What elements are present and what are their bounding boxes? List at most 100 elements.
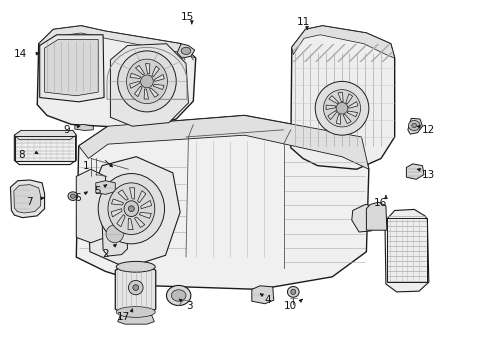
Ellipse shape [287,287,299,297]
Text: 2: 2 [102,248,109,258]
Bar [293,44,392,62]
Polygon shape [407,118,422,134]
Polygon shape [75,125,93,131]
Ellipse shape [133,285,139,291]
Text: 4: 4 [264,295,271,305]
Ellipse shape [323,90,360,127]
Polygon shape [129,81,139,88]
Ellipse shape [68,192,78,201]
Text: 14: 14 [14,49,27,59]
Text: 1: 1 [82,161,89,171]
Ellipse shape [290,289,295,294]
Text: 16: 16 [373,198,386,208]
Ellipse shape [116,307,155,318]
Polygon shape [76,116,368,289]
Polygon shape [141,201,151,209]
Polygon shape [117,215,125,227]
Polygon shape [154,75,164,81]
Polygon shape [39,26,195,58]
Ellipse shape [108,183,155,234]
Polygon shape [14,131,76,139]
Polygon shape [384,210,428,292]
Text: 8: 8 [18,150,24,160]
Polygon shape [251,286,273,304]
Text: 6: 6 [74,193,81,203]
Polygon shape [118,190,128,200]
Polygon shape [135,66,144,75]
Text: 3: 3 [186,301,193,311]
Text: 12: 12 [421,125,434,135]
Polygon shape [137,190,145,203]
Text: 13: 13 [421,170,434,180]
Polygon shape [76,169,105,243]
Polygon shape [335,114,340,124]
Polygon shape [44,40,98,96]
Polygon shape [346,111,357,117]
Polygon shape [145,64,149,74]
Ellipse shape [407,121,419,131]
Text: 17: 17 [117,312,130,322]
Polygon shape [327,111,336,120]
Ellipse shape [128,280,143,295]
Polygon shape [111,199,123,205]
Polygon shape [134,86,142,96]
Polygon shape [291,26,394,58]
Text: 7: 7 [25,197,32,207]
Polygon shape [345,94,352,104]
Polygon shape [366,202,386,230]
Polygon shape [130,73,141,78]
Polygon shape [406,164,423,179]
Ellipse shape [315,81,368,135]
Polygon shape [102,212,127,256]
Polygon shape [118,316,154,324]
Polygon shape [14,185,41,213]
Polygon shape [149,88,158,97]
Ellipse shape [181,47,190,54]
Polygon shape [351,204,376,232]
Text: 9: 9 [63,125,70,135]
Polygon shape [337,92,343,102]
Polygon shape [348,102,357,108]
Polygon shape [110,44,188,126]
Bar [15,135,75,161]
Ellipse shape [106,225,123,243]
Polygon shape [128,218,133,230]
Polygon shape [37,26,195,128]
Text: 11: 11 [296,17,309,27]
Polygon shape [96,181,115,194]
Text: 15: 15 [180,12,193,22]
Ellipse shape [126,59,167,104]
Polygon shape [79,116,368,169]
Ellipse shape [98,174,164,244]
Polygon shape [40,35,104,102]
Polygon shape [152,66,159,77]
Polygon shape [343,114,350,123]
Ellipse shape [171,290,185,301]
Polygon shape [153,84,164,90]
Polygon shape [115,263,156,316]
Polygon shape [129,188,135,199]
Ellipse shape [166,285,190,306]
Polygon shape [290,26,394,169]
Polygon shape [111,209,122,217]
Polygon shape [328,96,338,104]
Ellipse shape [411,123,416,128]
Ellipse shape [141,75,153,88]
Ellipse shape [118,51,176,112]
Ellipse shape [124,201,139,217]
Ellipse shape [335,103,347,114]
Polygon shape [139,212,151,219]
Ellipse shape [70,194,75,198]
Text: 10: 10 [284,301,297,311]
Polygon shape [10,180,44,218]
Polygon shape [14,131,76,165]
Polygon shape [144,89,148,99]
Text: 5: 5 [94,186,101,196]
Bar [386,218,427,282]
Ellipse shape [128,206,134,212]
Polygon shape [177,44,194,58]
Polygon shape [134,217,144,228]
Polygon shape [325,105,335,109]
Ellipse shape [116,261,155,272]
Polygon shape [87,157,180,268]
